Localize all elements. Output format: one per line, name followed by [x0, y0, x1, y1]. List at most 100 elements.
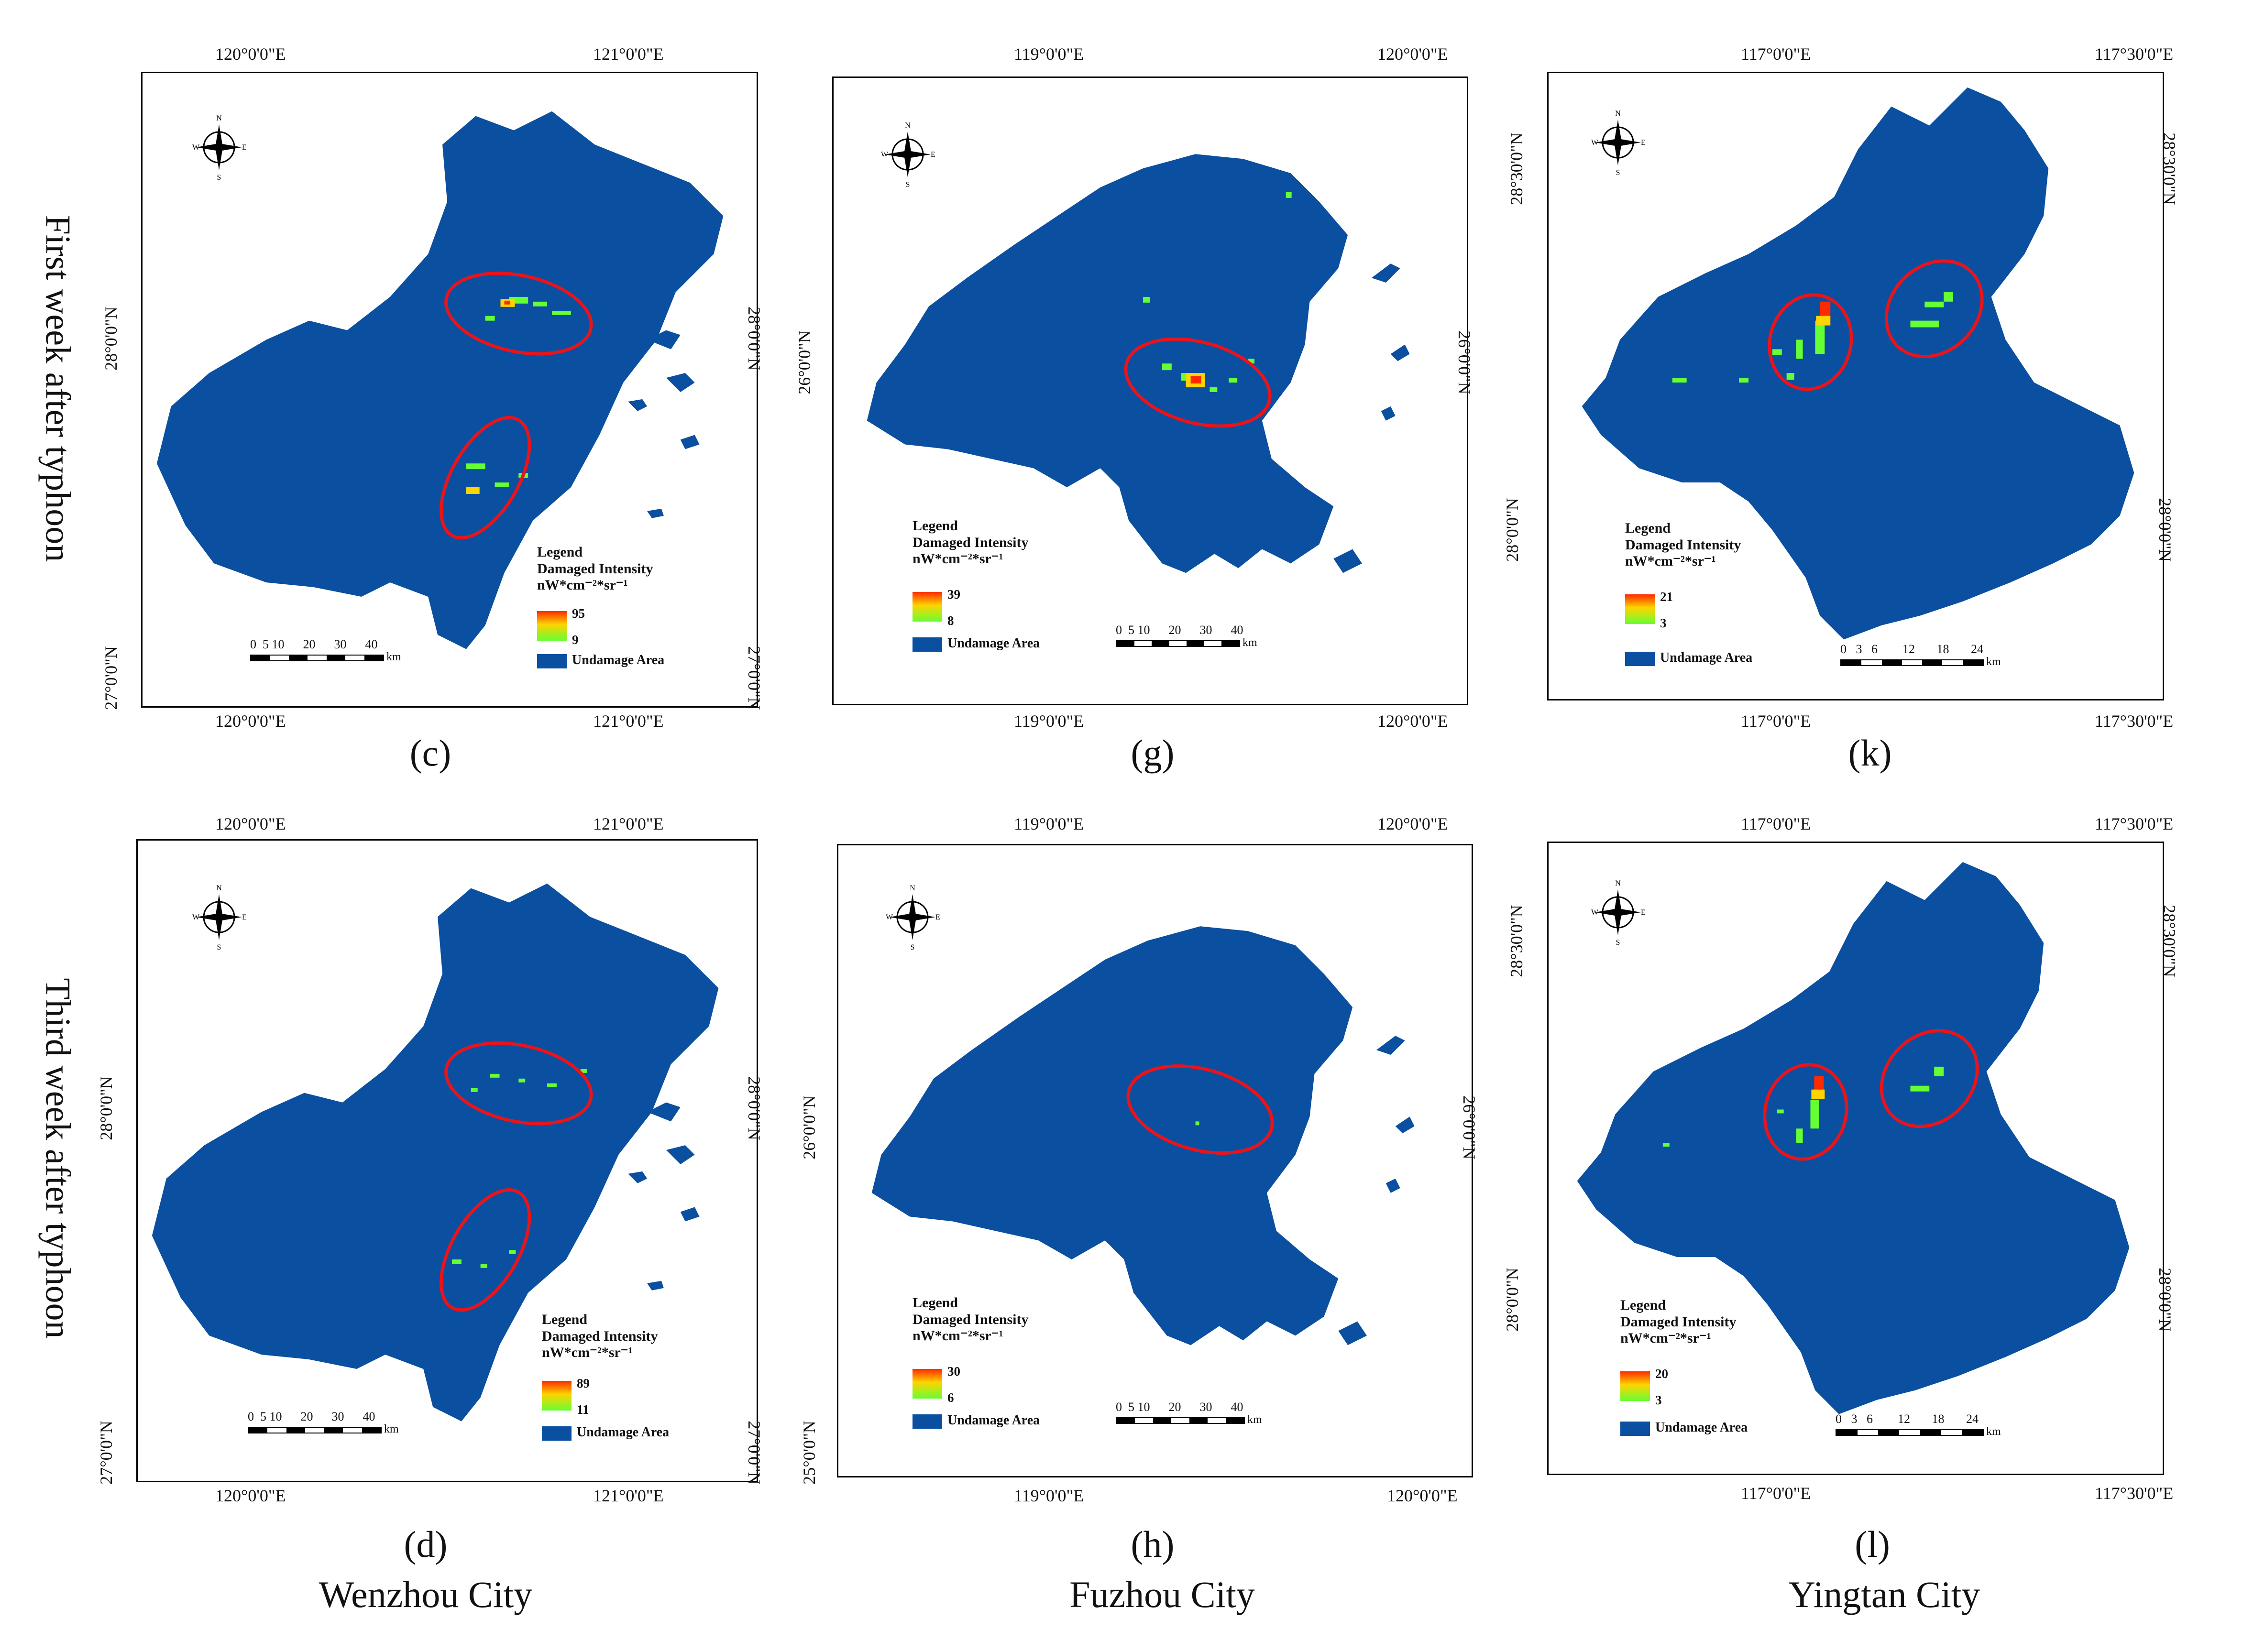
svg-text:S: S — [1616, 939, 1620, 946]
scale-unit: km — [1242, 636, 1257, 649]
undamaged-region — [156, 111, 724, 649]
left-tick: 28°30'0"N — [1506, 905, 1526, 977]
top-tick: 119°0'0"E — [1014, 814, 1084, 833]
top-tick: 120°0'0"E — [215, 44, 286, 64]
svg-text:N: N — [216, 114, 222, 122]
top-tick: 117°30'0"E — [2095, 814, 2174, 833]
legend-max: 39 — [947, 587, 960, 602]
svg-text:N: N — [905, 121, 911, 130]
top-tick: 120°0'0"E — [1377, 44, 1448, 64]
legend-subtitle: Damaged Intensity — [537, 560, 653, 577]
scale-unit: km — [1986, 1425, 2001, 1438]
left-tick: 28°0'0"N — [1502, 498, 1522, 562]
legend-max: 95 — [572, 606, 585, 621]
left-tick: 28°0'0"N — [101, 306, 121, 371]
undamaged-swatch — [913, 1414, 942, 1429]
left-tick: 27°0'0"N — [96, 1421, 116, 1485]
top-tick: 120°0'0"E — [215, 814, 286, 833]
wenzhou-map — [152, 883, 719, 1422]
north-arrow-icon: N S W E — [879, 121, 936, 188]
svg-text:N: N — [216, 884, 222, 892]
bottom-tick: 120°0'0"E — [1387, 1486, 1458, 1505]
row-label-first-week: First week after typhoon — [38, 215, 77, 562]
svg-text:S: S — [217, 174, 221, 181]
top-tick: 121°0'0"E — [593, 814, 664, 833]
legend-title: Legend — [542, 1312, 588, 1327]
north-arrow-icon: N S W E — [1589, 109, 1647, 176]
map-frame: N S W E Legend Damaged Intensity nW*cm⁻²*sr… — [1547, 72, 2164, 700]
fuzhou-map — [867, 154, 1410, 573]
left-tick: 28°0'0"N — [96, 1076, 116, 1140]
scale-numbers: 0 5 10 20 30 40 — [250, 637, 378, 651]
map-frame: N S W E Legend Damaged Intensity nW*cm⁻²*sr… — [832, 77, 1468, 705]
right-tick: 26°0'0"N — [1459, 1095, 1479, 1160]
bottom-tick: 120°0'0"E — [215, 1486, 286, 1505]
svg-text:S: S — [906, 181, 910, 188]
highlight-circle — [1124, 337, 1272, 428]
svg-text:E: E — [931, 151, 935, 159]
right-tick: 28°0'0"N — [2155, 498, 2175, 562]
top-tick: 121°0'0"E — [593, 44, 664, 64]
undamaged-label: Undamage Area — [1655, 1420, 1748, 1435]
highlight-circle — [1768, 293, 1853, 391]
legend-min: 6 — [947, 1390, 954, 1405]
scale-numbers: 0 5 10 20 30 40 — [248, 1410, 375, 1423]
scale-numbers: 0 5 10 20 30 40 — [1116, 1400, 1243, 1414]
right-tick: 28°30'0"N — [2159, 132, 2179, 205]
right-tick: 27°0'0"N — [744, 1421, 764, 1485]
damage-pixels — [1672, 292, 1954, 383]
left-tick: 26°0'0"N — [794, 330, 814, 394]
legend-min: 11 — [577, 1402, 589, 1417]
right-tick: 28°0'0"N — [744, 306, 764, 371]
svg-text:W: W — [192, 913, 200, 921]
panel-label: (g) — [1131, 732, 1175, 774]
legend-title: Legend — [913, 1295, 958, 1311]
legend-subtitle: Damaged Intensity — [913, 534, 1029, 550]
undamaged-region — [1582, 87, 2134, 640]
map-frame: N S W E Legend Damaged Intensity nW*cm⁻²*sr… — [141, 72, 758, 708]
legend-min: 9 — [572, 633, 579, 647]
color-ramp — [1625, 594, 1655, 624]
scale-numbers: 0 5 10 20 30 40 — [1116, 623, 1243, 637]
svg-text:W: W — [881, 151, 889, 159]
legend-unit: nW*cm⁻²*sr⁻¹ — [537, 577, 628, 593]
legend-min: 3 — [1660, 616, 1667, 630]
undamaged-region — [152, 883, 719, 1422]
top-tick: 117°0'0"E — [1741, 44, 1811, 64]
undamaged-swatch — [913, 637, 942, 652]
svg-text:E: E — [242, 913, 247, 921]
panel-label: (c) — [409, 732, 451, 774]
right-tick: 26°0'0"N — [1454, 330, 1474, 394]
city-name: Yingtan City — [1788, 1574, 1980, 1615]
map-legend: Legend Damaged Intensity nW*cm⁻²*sr⁻¹ — [1625, 520, 1741, 570]
wenzhou-map — [156, 111, 724, 649]
legend-max: 30 — [947, 1364, 960, 1378]
damage-pixels — [1195, 1121, 1199, 1126]
bottom-tick: 120°0'0"E — [215, 711, 286, 731]
map-legend: Legend Damaged Intensity nW*cm⁻²*sr⁻¹ — [913, 518, 1029, 568]
bottom-tick: 117°0'0"E — [1741, 1484, 1811, 1503]
svg-text:S: S — [1616, 169, 1620, 176]
undamaged-swatch — [1625, 652, 1655, 666]
color-ramp — [1620, 1371, 1650, 1401]
scale-numbers: 0 3 6 12 18 24 — [1840, 642, 1983, 656]
scale-unit: km — [1986, 656, 2001, 668]
top-tick: 119°0'0"E — [1014, 44, 1084, 64]
svg-text:S: S — [217, 943, 221, 951]
legend-title: Legend — [1620, 1297, 1666, 1313]
bottom-tick: 117°30'0"E — [2095, 711, 2174, 731]
undamaged-swatch — [537, 654, 567, 668]
map-legend: Legend Damaged Intensity nW*cm⁻²*sr⁻¹ — [913, 1295, 1029, 1345]
fuzhou-map — [871, 926, 1415, 1346]
scale-unit: km — [386, 651, 401, 663]
legend-subtitle: Damaged Intensity — [913, 1311, 1029, 1327]
svg-text:E: E — [1641, 908, 1646, 917]
undamaged-label: Undamage Area — [1660, 650, 1753, 665]
color-ramp — [913, 1369, 942, 1399]
svg-text:N: N — [1615, 109, 1621, 118]
left-tick: 27°0'0"N — [101, 646, 121, 710]
legend-title: Legend — [1625, 520, 1671, 536]
legend-subtitle: Damaged Intensity — [1620, 1313, 1737, 1330]
legend-min: 3 — [1655, 1393, 1662, 1407]
undamaged-region — [871, 926, 1353, 1346]
